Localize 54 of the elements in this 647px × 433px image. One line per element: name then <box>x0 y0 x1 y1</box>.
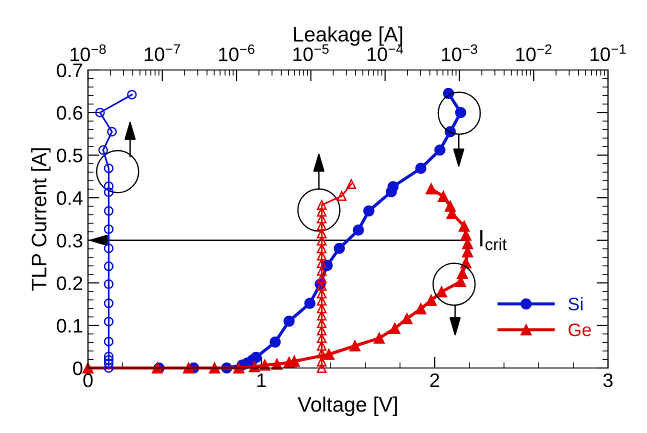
point <box>436 286 448 298</box>
point <box>248 361 260 372</box>
point <box>401 313 412 324</box>
point <box>250 352 262 363</box>
point <box>363 205 374 216</box>
x2-tick-label: 10$^{−5}$ <box>293 44 329 62</box>
point <box>444 200 456 212</box>
point <box>208 362 220 374</box>
x2-tick-label: 10$^{−7}$ <box>144 44 180 62</box>
point <box>182 362 194 374</box>
point <box>434 144 446 156</box>
y-axis-title: TLP Current [A] <box>31 148 51 291</box>
y-tick-label: 0.4 <box>56 191 83 205</box>
x2-tick-label: 10$^{−8}$ <box>70 44 106 62</box>
x2-tick-label: 10$^{−2}$ <box>516 44 552 62</box>
x2-tick-label: 10$^{−6}$ <box>219 44 254 62</box>
point <box>426 294 437 306</box>
y-tick-label: 0.6 <box>56 106 82 120</box>
point <box>352 224 364 236</box>
point <box>415 303 426 314</box>
x-tick-label: 0 <box>83 373 93 388</box>
y-tick-label: 0.1 <box>56 318 82 333</box>
y-tick-label: 0.2 <box>56 276 82 290</box>
x2-axis-title: Leakage [A] <box>294 26 402 46</box>
y-tick-label: 0.3 <box>56 234 82 248</box>
point <box>82 362 94 374</box>
point <box>270 336 281 348</box>
point <box>233 362 244 374</box>
x-tick-label: 1 <box>257 374 266 387</box>
point <box>349 340 360 352</box>
point <box>304 298 316 309</box>
x-tick-label: 3 <box>603 373 613 388</box>
x-tick-label: 2 <box>430 373 440 387</box>
y-tick-label: 0 <box>73 361 82 376</box>
point <box>334 242 345 254</box>
y-tick-label: 0.5 <box>56 148 82 162</box>
x2-tick-label: 10$^{−3}$ <box>442 44 478 62</box>
point <box>388 181 399 192</box>
point <box>374 332 385 344</box>
y-tick-label: 0.7 <box>56 63 82 78</box>
legend-label: Si <box>568 297 583 310</box>
point <box>415 162 426 174</box>
point <box>438 190 449 202</box>
point <box>458 220 470 232</box>
legend-label: Ge <box>568 323 591 336</box>
point <box>284 316 295 327</box>
point <box>426 183 437 194</box>
x2-tick-label: 10$^{−1}$ <box>590 44 626 62</box>
point <box>389 322 400 334</box>
point <box>259 359 270 371</box>
x-axis-title: Voltage [V] <box>298 396 397 416</box>
point <box>323 348 334 360</box>
ref-line-label: I$_{crit}$ <box>480 230 507 250</box>
point <box>456 268 468 280</box>
